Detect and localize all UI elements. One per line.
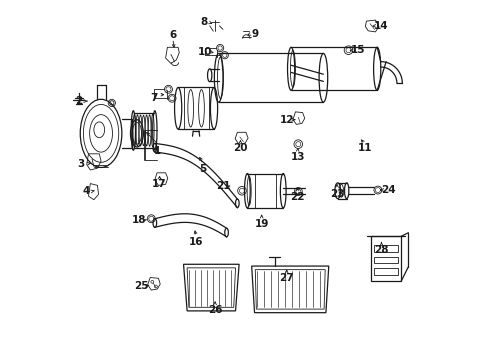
Text: 11: 11 [357, 143, 371, 153]
Text: 20: 20 [232, 143, 247, 153]
Text: 8: 8 [200, 17, 207, 27]
Text: 10: 10 [198, 46, 212, 57]
Text: 16: 16 [188, 237, 203, 247]
Text: 12: 12 [279, 115, 293, 125]
Text: 13: 13 [290, 152, 304, 162]
Text: 22: 22 [290, 192, 304, 202]
Text: 24: 24 [380, 185, 394, 195]
Bar [373, 268, 397, 275]
Text: 18: 18 [131, 215, 145, 225]
Text: 27: 27 [279, 273, 293, 283]
Text: 14: 14 [373, 21, 388, 31]
Text: 21: 21 [215, 181, 230, 192]
Text: 19: 19 [254, 219, 268, 229]
Text: 17: 17 [152, 179, 166, 189]
Bar [373, 257, 397, 263]
Bar [373, 245, 397, 252]
Text: 2: 2 [75, 96, 82, 106]
Text: 5: 5 [199, 164, 206, 174]
Text: 28: 28 [373, 245, 388, 255]
Text: 9: 9 [251, 29, 258, 39]
Text: 23: 23 [329, 189, 344, 199]
Text: 7: 7 [150, 93, 158, 103]
Text: 4: 4 [82, 186, 89, 197]
Text: 26: 26 [207, 305, 222, 315]
Text: 3: 3 [78, 159, 85, 169]
Text: 25: 25 [134, 281, 148, 291]
Text: 6: 6 [169, 30, 176, 40]
Text: 15: 15 [350, 45, 365, 55]
Text: 1: 1 [154, 146, 161, 156]
